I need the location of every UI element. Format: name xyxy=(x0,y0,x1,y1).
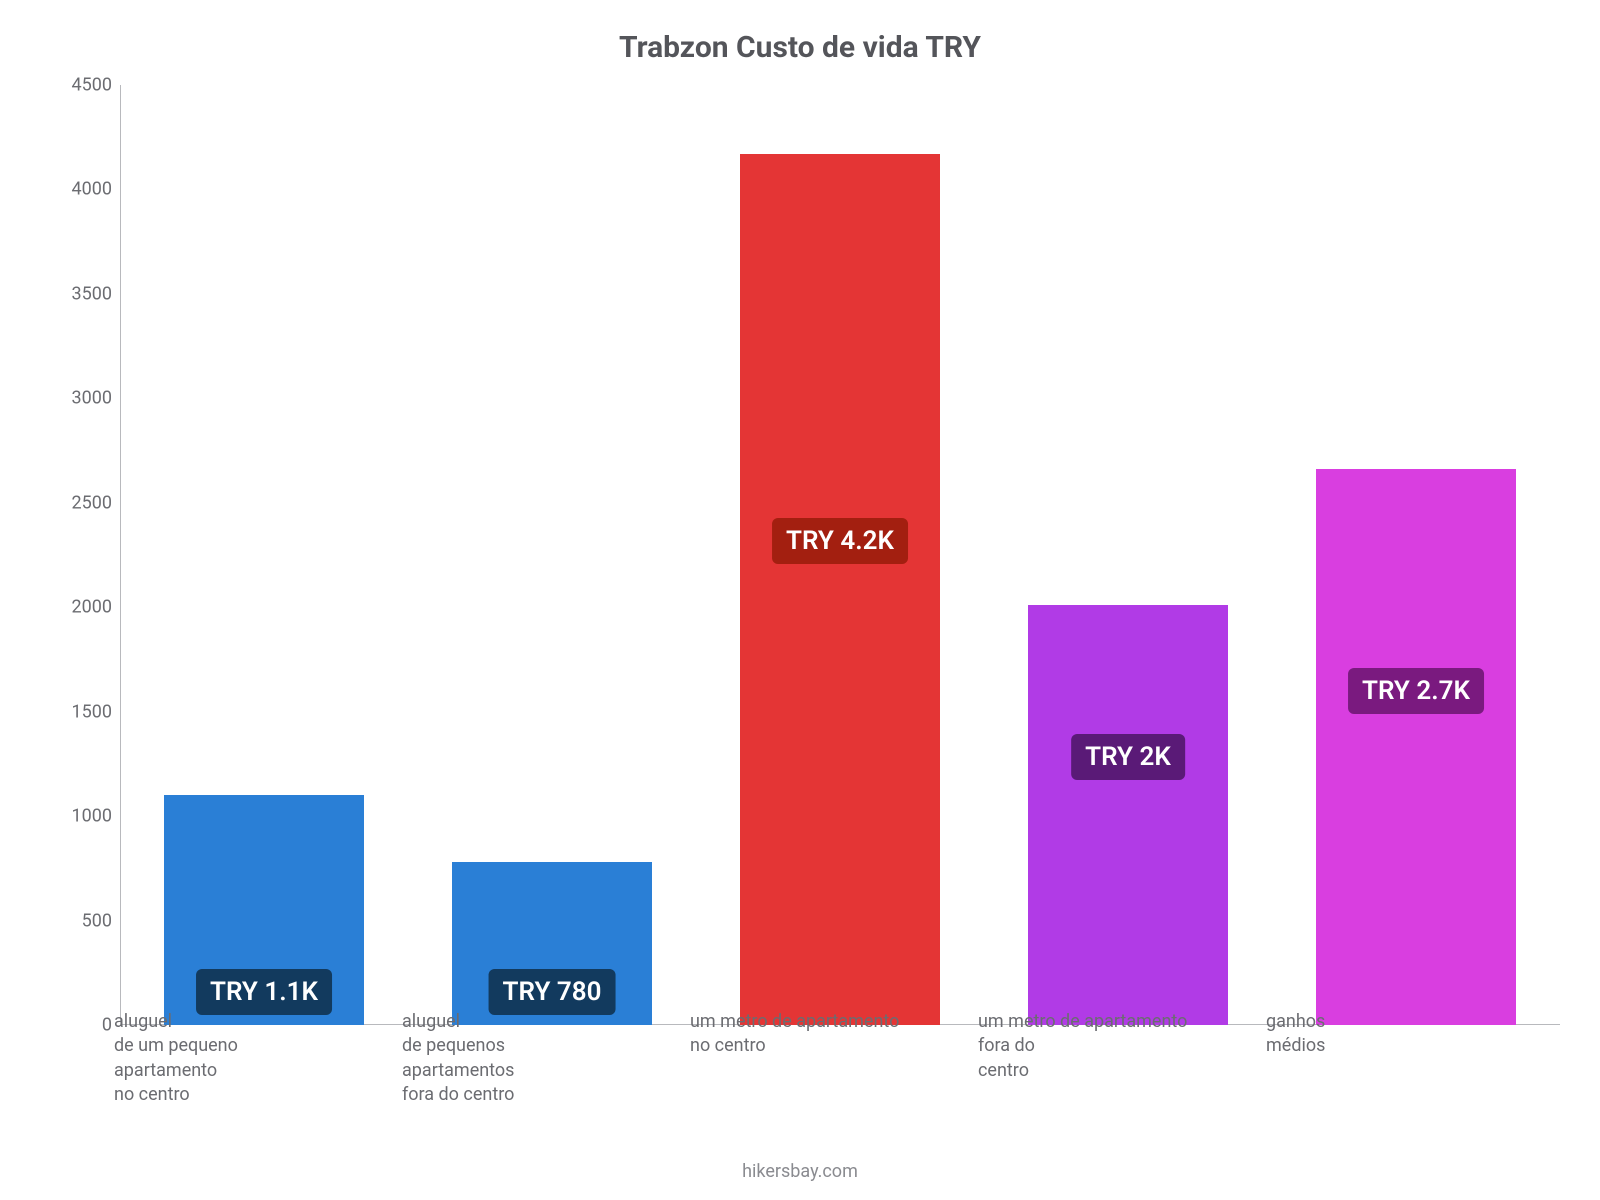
y-axis: 050010001500200025003000350040004500 xyxy=(60,85,120,1025)
chart-container: Trabzon Custo de vida TRY 05001000150020… xyxy=(0,0,1600,1200)
y-tick: 3500 xyxy=(72,283,112,304)
bar xyxy=(1316,469,1516,1025)
bar-value-label: TRY 4.2K xyxy=(772,518,908,564)
x-axis-label: um metro de apartamentofora docentro xyxy=(978,1010,1238,1083)
x-labels: aluguelde um pequenoapartamentono centro… xyxy=(80,1010,1520,1150)
footer-credit: hikersbay.com xyxy=(0,1161,1600,1182)
bar-value-label: TRY 2K xyxy=(1071,734,1185,780)
bar-value-label: TRY 2.7K xyxy=(1348,668,1484,714)
y-tick: 500 xyxy=(82,910,112,931)
x-axis-label: aluguelde pequenosapartamentosfora do ce… xyxy=(402,1010,662,1107)
y-tick: 1000 xyxy=(72,806,112,827)
bars-area: TRY 1.1K TRY 780 TRY 4.2K TRY 2K TRY 2.7K xyxy=(120,85,1560,1025)
bar-value-label: TRY 1.1K xyxy=(196,969,332,1015)
x-axis-label: aluguelde um pequenoapartamentono centro xyxy=(114,1010,374,1107)
bar-slot: TRY 2.7K xyxy=(1272,85,1560,1025)
plot-area: 050010001500200025003000350040004500 TRY… xyxy=(60,85,1560,1025)
y-tick: 1500 xyxy=(72,701,112,722)
bar-slot: TRY 780 xyxy=(408,85,696,1025)
bar-slot: TRY 2K xyxy=(984,85,1272,1025)
y-tick: 2500 xyxy=(72,492,112,513)
y-tick: 3000 xyxy=(72,388,112,409)
bar-slot: TRY 1.1K xyxy=(120,85,408,1025)
y-tick: 2000 xyxy=(72,597,112,618)
bar xyxy=(1028,605,1228,1025)
bar-slot: TRY 4.2K xyxy=(696,85,984,1025)
y-tick: 4500 xyxy=(72,75,112,96)
x-axis-label: um metro de apartamentono centro xyxy=(690,1010,950,1059)
y-tick: 4000 xyxy=(72,179,112,200)
chart-title: Trabzon Custo de vida TRY xyxy=(40,30,1560,65)
x-axis-label: ganhosmédios xyxy=(1266,1010,1526,1059)
bar xyxy=(740,154,940,1025)
bar-value-label: TRY 780 xyxy=(489,969,616,1015)
